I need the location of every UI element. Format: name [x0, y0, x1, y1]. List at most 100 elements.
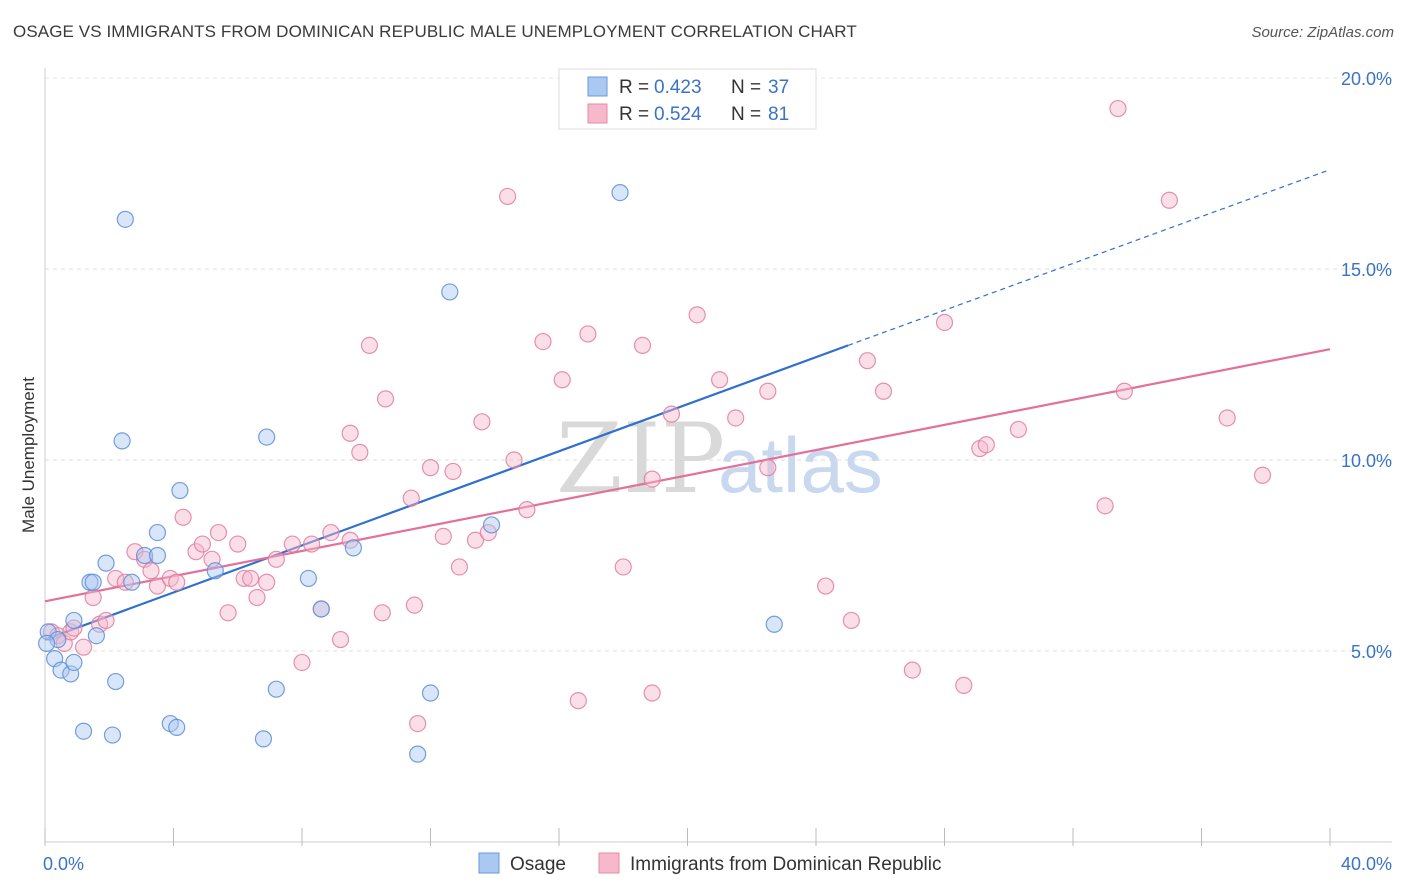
dominican-point: [148, 577, 167, 595]
dominican-point: [499, 187, 517, 206]
osage-point: [267, 680, 285, 698]
osage-point: [258, 428, 276, 446]
osage-point: [765, 615, 783, 633]
dominican-point: [842, 611, 860, 630]
legend-r-value-osage: 0.423: [654, 77, 702, 98]
dominican-point: [193, 535, 212, 553]
bottom-legend-swatch-osage: [478, 852, 500, 874]
osage-point: [65, 611, 83, 630]
osage-point: [49, 630, 67, 649]
dominican-point: [409, 714, 427, 733]
trend-line-extension-osage: [847, 169, 1331, 346]
dominican-point: [579, 325, 597, 343]
dominican-point: [84, 588, 102, 607]
osage-point: [299, 569, 318, 588]
osage-point: [74, 722, 93, 740]
dominican-point: [466, 531, 485, 549]
dominican-point: [434, 527, 452, 546]
osage-point: [107, 672, 125, 691]
osage-point: [123, 573, 141, 591]
legend: R = 0.423 N = 37 R = 0.524 N = 81: [558, 68, 817, 130]
osage-point: [441, 283, 459, 301]
dominican-point: [1096, 497, 1114, 515]
dominican-point: [858, 352, 877, 370]
legend-r-label: R =: [619, 77, 649, 98]
osage-point: [135, 546, 154, 565]
dominican-point: [473, 413, 491, 431]
source-label: Source: ZipAtlas.com: [1251, 24, 1394, 41]
legend-swatch-dominican: [587, 103, 608, 124]
legend-n-label: N =: [731, 77, 761, 98]
legend-n-value-osage: 37: [768, 77, 789, 98]
dominican-point: [711, 371, 729, 389]
dominican-point: [258, 573, 276, 591]
osage-point: [103, 726, 122, 744]
dominican-point: [97, 611, 115, 630]
dominican-point: [116, 573, 134, 591]
dominican-point: [421, 459, 440, 477]
dominican-point: [219, 604, 237, 622]
dominican-point: [662, 405, 681, 423]
dominican-point: [360, 336, 379, 354]
dominican-point: [209, 523, 228, 542]
dominican-point: [107, 569, 125, 588]
osage-point: [482, 516, 501, 534]
dominican-point: [727, 409, 745, 427]
osage-point: [611, 184, 629, 202]
dominican-point: [142, 562, 160, 580]
bottom-legend-label-dominican: Immigrants from Dominican Republic: [630, 854, 942, 875]
dominican-point: [235, 569, 253, 588]
legend-n-label: N =: [731, 104, 761, 125]
dominican-point: [373, 604, 391, 622]
dominican-point: [1009, 420, 1027, 439]
osage-point: [409, 745, 427, 763]
dominican-point: [817, 577, 835, 595]
legend-swatch-osage: [587, 76, 608, 97]
dominican-point: [331, 630, 350, 649]
dominican-point: [759, 382, 777, 400]
legend-n-value-dominican: 81: [768, 104, 789, 125]
osage-point: [312, 600, 330, 618]
dominican-point: [229, 535, 247, 553]
x-tick-label: 40.0%: [1341, 854, 1392, 874]
trend-line-dominican: [44, 348, 1331, 603]
dominican-point: [74, 638, 93, 656]
dominican-point: [303, 535, 321, 553]
osage-point: [344, 539, 362, 557]
y-axis-label: Male Unemployment: [19, 377, 38, 533]
dominican-point: [376, 390, 395, 408]
dominican-point: [688, 306, 706, 324]
y-tick-label: 10.0%: [1341, 451, 1392, 471]
bottom-legend: Osage Immigrants from Dominican Republic: [478, 852, 942, 875]
dominican-point: [903, 661, 921, 679]
watermark-zip: ZIP: [556, 403, 725, 515]
dominican-point: [174, 508, 192, 526]
dominican-point: [351, 443, 369, 461]
y-tick-labels: 5.0% 10.0% 15.0% 20.0%: [1341, 69, 1392, 662]
dominican-point: [450, 558, 469, 576]
dominican-point: [935, 313, 954, 332]
dominican-point: [874, 382, 893, 400]
dominican-point: [759, 459, 777, 477]
bottom-legend-swatch-dominican: [598, 852, 620, 874]
osage-point: [97, 554, 115, 572]
osage-point: [38, 634, 56, 652]
osage-point: [421, 684, 440, 702]
osage-point: [116, 210, 134, 228]
watermark: ZIP atlas: [556, 403, 883, 515]
dominican-point: [534, 332, 552, 351]
osage-point: [65, 653, 83, 672]
legend-r-label: R =: [619, 104, 649, 125]
dominican-point: [518, 501, 536, 519]
bottom-legend-label-osage: Osage: [510, 854, 566, 875]
x-tick-labels: 0.0% 40.0%: [43, 854, 1392, 874]
dominican-point: [643, 684, 661, 702]
osage-point: [206, 562, 224, 580]
osage-point: [168, 718, 186, 737]
dominican-point: [1218, 409, 1236, 427]
osage-point: [84, 573, 102, 591]
osage-point: [52, 661, 70, 679]
osage-point: [148, 523, 167, 542]
dominican-point: [402, 489, 420, 507]
chart-title: OSAGE VS IMMIGRANTS FROM DOMINICAN REPUB…: [13, 22, 857, 41]
